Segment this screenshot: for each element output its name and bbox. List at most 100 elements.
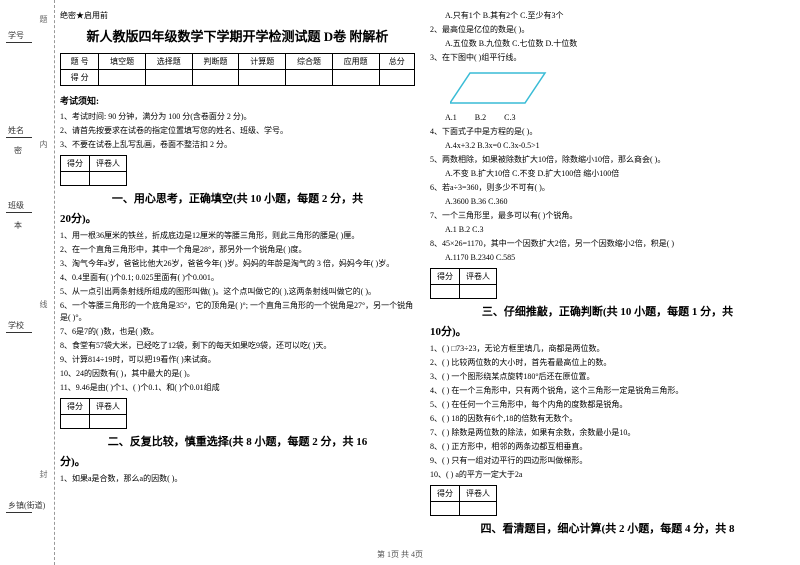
q1-4: 4、0.4里面有( )个0.1; 0.025里面有( )个0.001。: [60, 272, 415, 284]
td: [332, 70, 379, 86]
section-4-title: 四、看清题目，细心计算(共 2 小题，每题 4 分，共 8: [430, 520, 785, 536]
ge: [90, 171, 127, 185]
q2-4: 4、下面式子中是方程的是( )。: [430, 126, 785, 138]
label-xuehao: 学号: [8, 30, 24, 41]
q1-5: 5、从一点引出两条射线所组成的图形叫做( )。这个点叫做它的( ),这两条射线叫…: [60, 286, 415, 298]
th: 综合题: [286, 54, 333, 70]
q3-9: 9、( ) 只有一组对边平行的四边形叫做梯形。: [430, 455, 785, 467]
gc1: 得分: [431, 486, 460, 502]
main-content: 绝密★启用前 新人教版四年级数学下学期开学检测试题 D卷 附解析 题 号 填空题…: [60, 10, 790, 540]
td: [192, 70, 239, 86]
opt-h: A.1170 B.2340 C.585: [445, 252, 785, 264]
q3-6: 6、( ) 18的因数有6个,18的倍数有无数个。: [430, 413, 785, 425]
grade-table-3: 得分评卷人: [430, 268, 497, 299]
q1-7: 7、6是7的( )数，也是( )数。: [60, 326, 415, 338]
q2-6: 6、若a÷3=360，则多少不可有( )。: [430, 182, 785, 194]
hline: [6, 137, 32, 138]
opt-e: A.不变 B.扩大10倍 C.不变 D.扩大100倍 缩小100倍: [445, 168, 785, 180]
label-xingming: 姓名: [8, 125, 24, 136]
q2-3: 3、在下图中( )组平行线。: [430, 52, 785, 64]
opt-c: A.1 B.2 C.3: [445, 112, 785, 124]
grade-table-1: 得分评卷人: [60, 155, 127, 186]
notice-heading: 考试须知:: [60, 94, 415, 107]
ge: [61, 171, 90, 185]
ge: [90, 414, 127, 428]
gc1: 得分: [61, 155, 90, 171]
label-ben: 本: [14, 220, 22, 231]
secret-label: 绝密★启用前: [60, 10, 415, 21]
opt-a: A.只有1个 B.其有2个 C.至少有3个: [445, 10, 785, 22]
grade-table-2: 得分评卷人: [60, 398, 127, 429]
th: 计算题: [239, 54, 286, 70]
q3-7: 7、( ) 除数是两位数的除法，如果有余数，余数最小是10。: [430, 427, 785, 439]
q3-2: 2、( ) 比较两位数的大小时，首先看最高位上的数。: [430, 357, 785, 369]
hline: [6, 212, 32, 213]
hline: [6, 512, 32, 513]
section-2-title: 二、反复比较，慎重选择(共 8 小题，每题 2 分，共 16: [60, 433, 415, 449]
grade-table-4: 得分评卷人: [430, 485, 497, 516]
pl-b: B.2: [475, 113, 486, 122]
section-2-cont: 分)。: [60, 453, 415, 469]
dash-text-4: 封: [38, 470, 49, 478]
td: [145, 70, 192, 86]
q2-2: 2、最高位是亿位的数是( )。: [430, 24, 785, 36]
q2-1: 1、如果a是合数，那么a的因数( )。: [60, 473, 415, 485]
ge: [431, 285, 460, 299]
q1-2: 2、在一个直角三角形中，其中一个角是28°，那另外一个锐角是( )度。: [60, 244, 415, 256]
th: 应用题: [332, 54, 379, 70]
pl-a: A.1: [445, 113, 457, 122]
gc2: 评卷人: [460, 486, 497, 502]
q3-3: 3、( ) 一个图形绕某点旋转180°后还在原位置。: [430, 371, 785, 383]
q2-7: 7、一个三角形里，最多可以有( )个锐角。: [430, 210, 785, 222]
dash-text-3: 线: [38, 300, 49, 308]
gc2: 评卷人: [460, 269, 497, 285]
q3-5: 5、( ) 在任何一个三角形中，每个内角的度数都是锐角。: [430, 399, 785, 411]
q1-10: 10、24的因数有( )，其中最大的是( )。: [60, 368, 415, 380]
section-3-cont: 10分)。: [430, 323, 785, 339]
section-3-title: 三、仔细推敲，正确判断(共 10 小题，每题 1 分，共: [430, 303, 785, 319]
pl-c: C.3: [504, 113, 515, 122]
th: 判断题: [192, 54, 239, 70]
ge: [61, 414, 90, 428]
gc1: 得分: [431, 269, 460, 285]
q2-8: 8、45×26=1170，其中一个因数扩大2倍，另一个因数缩小2倍，积是( ): [430, 238, 785, 250]
td: 得 分: [61, 70, 99, 86]
td: [286, 70, 333, 86]
q3-4: 4、( ) 在一个三角形中，只有两个锐角，这个三角形一定是锐角三角形。: [430, 385, 785, 397]
ge: [460, 285, 497, 299]
q1-9: 9、计算814÷19时，可以把19看作( )来试商。: [60, 354, 415, 366]
dash-text-1: 题: [38, 15, 49, 23]
td: [99, 70, 146, 86]
dash-text-2: 内: [38, 140, 49, 148]
gc1: 得分: [61, 398, 90, 414]
label-xiangzhen: 乡镇(街道): [8, 500, 45, 511]
gc2: 评卷人: [90, 398, 127, 414]
right-column: A.只有1个 B.其有2个 C.至少有3个 2、最高位是亿位的数是( )。 A.…: [430, 10, 785, 540]
q1-1: 1、用一根36厘米的铁丝，折成底边是12厘米的等腰三角形，则此三角形的腰是( )…: [60, 230, 415, 242]
opt-g: A.1 B.2 C.3: [445, 224, 785, 236]
parallelogram-svg: [450, 68, 550, 108]
q1-3: 3、淘气今年a岁，爸爸比他大26岁，爸爸今年( )岁。妈妈的年龄是淘气的 3 倍…: [60, 258, 415, 270]
gc2: 评卷人: [90, 155, 127, 171]
q3-10: 10、( ) a的平方一定大于2a: [430, 469, 785, 481]
notice-2: 2、请首先按要求在试卷的指定位置填写您的姓名、班级、学号。: [60, 125, 415, 136]
q1-6: 6、一个等腰三角形的一个底角是35°，它的顶角是( )°; 一个直角三角形的一个…: [60, 300, 415, 324]
notice-3: 3、不要在试卷上乱写乱画，卷面不整洁扣 2 分。: [60, 139, 415, 150]
binding-margin: 题 内 线 封 学号 姓名 密 班级 本 学校 乡镇(街道): [0, 0, 55, 565]
page-footer: 第 1页 共 4页: [0, 549, 800, 560]
section-1-title: 一、用心思考，正确填空(共 10 小题，每题 2 分，共: [60, 190, 415, 206]
ge: [460, 502, 497, 516]
hline: [6, 332, 32, 333]
parallelogram-figure: [450, 68, 785, 108]
td: [239, 70, 286, 86]
th: 总分: [379, 54, 414, 70]
q2-5: 5、两数相除，如果被除数扩大10倍，除数缩小10倍，那么商会( )。: [430, 154, 785, 166]
opt-b: A.五位数 B.九位数 C.七位数 D.十位数: [445, 38, 785, 50]
left-column: 绝密★启用前 新人教版四年级数学下学期开学检测试题 D卷 附解析 题 号 填空题…: [60, 10, 415, 540]
hline: [6, 42, 32, 43]
exam-title: 新人教版四年级数学下学期开学检测试题 D卷 附解析: [60, 26, 415, 45]
opt-f: A.3600 B.36 C.360: [445, 196, 785, 208]
q1-8: 8、食堂有57袋大米，已经吃了12袋，剩下的每天如果吃9袋，还可以吃( )天。: [60, 340, 415, 352]
q3-1: 1、( ) □73÷23，无论方框里填几，商都是两位数。: [430, 343, 785, 355]
label-banji: 班级: [8, 200, 24, 211]
